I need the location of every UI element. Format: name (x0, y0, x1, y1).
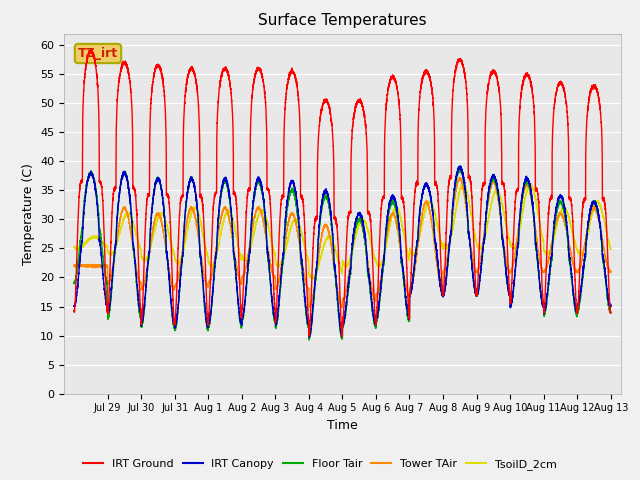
Y-axis label: Temperature (C): Temperature (C) (22, 163, 35, 264)
X-axis label: Time: Time (327, 419, 358, 432)
Title: Surface Temperatures: Surface Temperatures (258, 13, 427, 28)
Legend: IRT Ground, IRT Canopy, Floor Tair, Tower TAir, TsoilD_2cm: IRT Ground, IRT Canopy, Floor Tair, Towe… (79, 455, 561, 474)
Text: TZ_irt: TZ_irt (78, 47, 118, 60)
